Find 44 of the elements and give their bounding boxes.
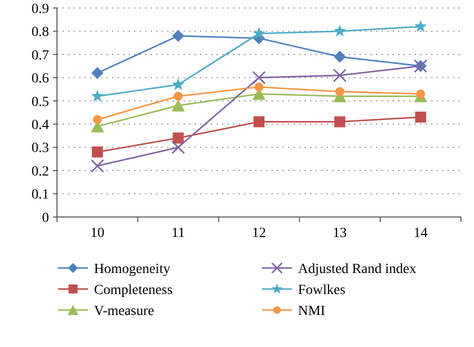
point [90,159,104,173]
legend-label: Homogeneity [94,262,170,277]
y-tick-label: 0.9 [32,2,49,17]
point [254,116,264,128]
point [254,82,264,92]
point [333,68,347,82]
point [334,116,346,128]
legend-label: NMI [298,304,326,319]
point [91,67,104,80]
point [334,24,346,37]
point [252,70,266,84]
point [172,132,184,144]
point [335,87,344,96]
point [172,100,185,112]
point [252,26,266,39]
y-tick-label: 0.1 [32,188,49,203]
y-tick-label: 0.4 [32,118,49,134]
point [172,78,184,90]
point [91,90,104,102]
legend-label: Completeness [94,282,173,298]
y-tick-label: 0.7 [32,48,49,64]
point [92,146,103,158]
y-tick-label: 0.5 [32,94,49,110]
y-tick-label: 0 [42,210,49,226]
x-tick-label: 14 [414,226,428,241]
legend-label: Fowlkes [298,282,346,298]
x-tick-label: 13 [332,226,347,241]
y-tick-label: 0.6 [32,72,49,87]
x-tick-label: 10 [90,226,104,241]
point [415,112,426,123]
point [414,20,427,32]
point [171,140,185,154]
point [416,89,426,98]
x-tick-label: 12 [252,226,266,241]
y-tick-label: 0.2 [32,164,49,180]
point [334,50,346,63]
x-tick-label: 11 [171,226,185,241]
point [174,92,183,101]
y-tick-label: 0.8 [32,25,49,40]
legend-label: V-measure [94,304,154,319]
legend-label: Adjusted Rand index [298,262,416,277]
point [92,114,102,124]
point [172,30,184,42]
y-tick-label: 0.3 [32,141,49,156]
